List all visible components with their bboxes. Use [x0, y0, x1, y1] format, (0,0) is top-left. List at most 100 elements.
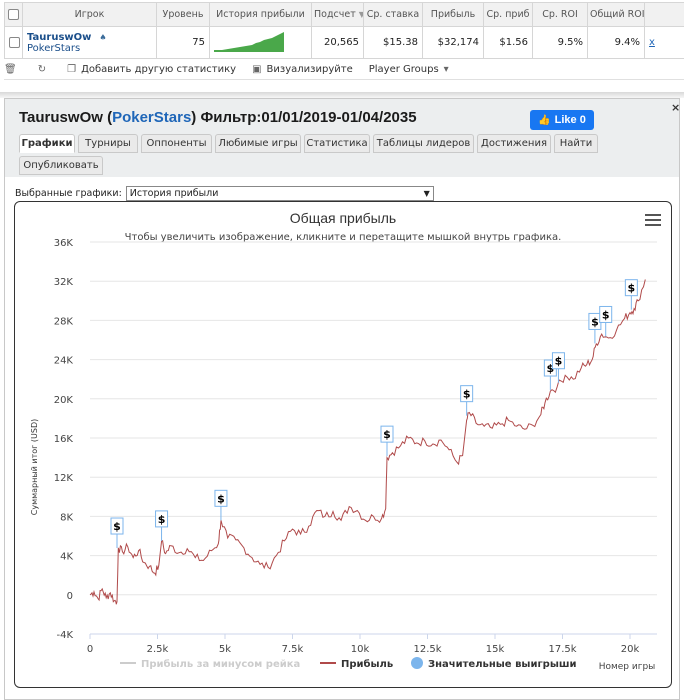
dollar-icon: $ — [217, 492, 225, 505]
column-avg-roi[interactable]: Ср. ROI — [532, 2, 588, 27]
dollar-icon: $ — [463, 388, 471, 401]
profit-sparkline-cell[interactable] — [209, 26, 312, 59]
close-button[interactable]: × — [671, 101, 681, 114]
y-tick-label: 28K — [54, 316, 74, 327]
facebook-like-button[interactable]: 👍 Like 0 — [530, 110, 594, 130]
big-win-flag[interactable]: $ — [460, 385, 474, 416]
tab-statistics[interactable]: Статистика — [304, 134, 370, 153]
big-win-flag[interactable]: $ — [599, 305, 613, 337]
x-tick-labels: 0 2.5k 5k 7.5k 10k 12.5k 15k 17.5k 20k — [87, 633, 657, 655]
legend-item-big-wins[interactable]: Значительные выигрыши — [411, 657, 577, 670]
y-tick-labels: -4K 0 4K 8K 12K 16K 20K 24K 28K 32K 36K — [54, 238, 74, 641]
column-extra — [644, 2, 684, 27]
column-player[interactable]: Игрок — [22, 2, 157, 27]
column-count[interactable]: Подсчет ▼ — [311, 2, 364, 27]
profit-series-line[interactable] — [89, 279, 646, 605]
y-axis-label: Суммарный итог (USD) — [30, 419, 39, 516]
column-avg-profit[interactable]: Ср. приб — [483, 2, 533, 27]
chart-subtitle: Чтобы увеличить изображение, кликните и … — [125, 232, 562, 243]
y-tick-label: 4K — [60, 552, 73, 563]
legend-wins-label: Значительные выигрыши — [428, 659, 577, 670]
tab-find[interactable]: Найти — [554, 134, 598, 153]
table-row[interactable]: TauruswOw ♠ PokerStars 75 20,565 $15.38 $… — [4, 26, 684, 59]
big-win-flag[interactable]: $ — [214, 489, 228, 521]
row-checkbox[interactable] — [4, 26, 23, 59]
column-profit[interactable]: Прибыль — [422, 2, 484, 27]
x-tick-label: 0 — [87, 644, 93, 655]
column-total-roi[interactable]: Общий ROI — [587, 2, 645, 27]
chart-container[interactable]: Общая прибыль Чтобы увеличить изображени… — [14, 201, 672, 688]
player-type-icon: ♠ — [99, 32, 107, 42]
legend-item-profit[interactable]: Прибыль — [320, 658, 393, 670]
tab-opponents[interactable]: Оппоненты — [141, 134, 212, 153]
total-roi-cell: 9.4% — [587, 26, 645, 59]
tab-publish[interactable]: Опубликовать — [19, 156, 103, 175]
profit-cell: $32,174 — [422, 26, 484, 59]
column-profit-history[interactable]: История прибыли — [209, 2, 312, 27]
chart-title: Общая прибыль — [290, 210, 396, 226]
x-tick-label: 15k — [486, 644, 505, 655]
tab-tournaments[interactable]: Турниры — [78, 134, 138, 153]
x-tick-label: 12.5k — [413, 644, 441, 655]
big-win-flag[interactable]: $ — [624, 279, 638, 310]
column-avg-stake[interactable]: Ср. ставка — [363, 2, 423, 27]
delete-button[interactable]: 🗑 — [4, 64, 22, 75]
y-gridlines — [90, 241, 657, 635]
big-win-flag[interactable]: $ — [110, 517, 124, 549]
x-tick-label: 20k — [621, 644, 640, 655]
flag-box — [460, 385, 474, 403]
player-name-link[interactable]: TauruswOw — [27, 31, 92, 43]
panel-header: TauruswOw (PokerStars) Фильтр:01/01/2019… — [5, 99, 681, 177]
big-win-markers: $$$$$$$$$$ — [110, 279, 638, 549]
x-axis-label: Номер игры — [599, 662, 656, 672]
flag-box — [155, 510, 169, 528]
dollar-icon: $ — [113, 520, 121, 533]
dollar-icon: $ — [383, 428, 391, 441]
chart-select[interactable]: История прибыли ▼ — [125, 185, 434, 201]
plot-lines — [89, 279, 646, 605]
flag-box — [110, 517, 124, 535]
legend-item-rake-profit[interactable]: Прибыль за минусом рейка — [120, 658, 300, 670]
flag-box — [551, 352, 565, 370]
extra-cell[interactable]: x — [644, 26, 684, 59]
level-cell: 75 — [156, 26, 210, 59]
visualize-button[interactable]: ▣ Визуализируйте — [252, 64, 353, 75]
player-cell: TauruswOw ♠ PokerStars — [22, 26, 157, 59]
y-tick-label: 32K — [54, 277, 74, 288]
big-win-flag[interactable]: $ — [155, 510, 169, 541]
big-win-flag[interactable]: $ — [551, 352, 565, 383]
big-win-flag[interactable]: $ — [380, 425, 394, 457]
player-groups-dropdown[interactable]: Player Groups ▾ — [368, 64, 449, 75]
y-tick-label: 8K — [60, 512, 73, 523]
copy-icon: ❐ — [67, 64, 77, 75]
tab-favorite-games[interactable]: Любимые игры — [215, 134, 301, 153]
dollar-icon: $ — [591, 315, 599, 328]
flag-box — [599, 305, 613, 323]
add-stats-button[interactable]: ❐ Добавить другую статистику — [67, 64, 237, 75]
tab-charts[interactable]: Графики — [19, 134, 75, 153]
select-all-checkbox[interactable] — [4, 2, 23, 27]
big-win-flag[interactable]: $ — [588, 312, 602, 344]
legend-rake-label: Прибыль за минусом рейка — [141, 658, 300, 670]
chart-select-label: Выбранные графики: — [15, 187, 122, 199]
x-tick-label: 17.5k — [548, 644, 576, 655]
trash-icon: 🗑 — [4, 64, 17, 75]
profit-chart[interactable]: Общая прибыль Чтобы увеличить изображени… — [15, 202, 671, 687]
legend-profit-label: Прибыль — [341, 658, 393, 670]
profit-sparkline — [214, 32, 284, 52]
flag-box — [380, 425, 394, 443]
tab-leaderboards[interactable]: Таблицы лидеров — [373, 134, 474, 153]
x-tick-label: 5k — [219, 644, 231, 655]
refresh-icon: ↻ — [37, 64, 47, 75]
refresh-button[interactable]: ↻ — [38, 64, 51, 75]
y-tick-label: 12K — [54, 473, 74, 484]
image-icon: ▣ — [252, 64, 262, 75]
tab-achievements[interactable]: Достижения — [477, 134, 551, 153]
player-site-link[interactable]: PokerStars — [27, 42, 81, 54]
avg-roi-cell: 9.5% — [532, 26, 588, 59]
chart-menu-icon[interactable] — [645, 214, 661, 229]
y-tick-label: 16K — [54, 434, 74, 445]
avg-stake-cell: $15.38 — [363, 26, 423, 59]
column-level[interactable]: Уровень — [156, 2, 210, 27]
panel-site-link[interactable]: PokerStars — [112, 109, 192, 126]
